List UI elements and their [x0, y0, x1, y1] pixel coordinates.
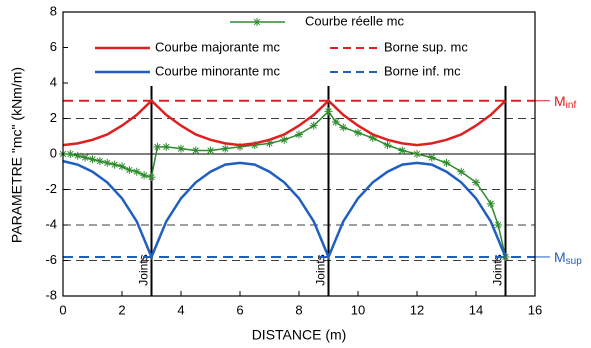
point-marker — [383, 141, 392, 150]
x-tick-label: 8 — [295, 302, 302, 317]
x-tick-label: 14 — [469, 302, 483, 317]
point-marker — [81, 153, 90, 162]
point-marker — [442, 158, 451, 167]
point-marker — [162, 142, 171, 151]
y-tick-label: -8 — [45, 287, 57, 302]
x-tick-label: 16 — [528, 302, 542, 317]
legend-marker — [253, 18, 261, 26]
series-line — [63, 110, 507, 258]
x-axis-title: DISTANCE (m) — [252, 327, 347, 343]
point-marker — [132, 167, 141, 176]
y-tick-label: -6 — [45, 252, 57, 267]
x-tick-label: 0 — [59, 302, 66, 317]
point-marker — [398, 146, 407, 155]
legend-label: Borne inf. mc — [384, 63, 461, 78]
point-marker — [339, 123, 348, 132]
joint-label: Joints — [137, 254, 151, 285]
point-marker — [236, 142, 244, 151]
x-tick-label: 4 — [177, 302, 184, 317]
y-tick-label: -4 — [45, 216, 57, 231]
point-marker — [206, 146, 215, 155]
joint-label: Joints — [491, 254, 505, 285]
y-tick-label: 6 — [50, 39, 57, 54]
legend-label: Courbe minorante mc — [155, 63, 280, 78]
point-marker — [368, 134, 377, 143]
point-marker — [73, 151, 82, 160]
y-tick-label: -2 — [45, 181, 57, 196]
point-marker — [354, 128, 362, 137]
point-marker — [486, 199, 495, 208]
x-tick-label: 2 — [118, 302, 125, 317]
point-marker — [472, 178, 480, 187]
point-marker — [265, 139, 274, 148]
reference-label: Minf — [554, 92, 576, 110]
point-marker — [88, 155, 97, 164]
point-marker — [95, 157, 104, 166]
y-tick-label: 8 — [50, 3, 57, 18]
point-marker — [457, 167, 466, 176]
series-line — [62, 159, 507, 261]
reference-label: Msup — [554, 249, 582, 267]
x-tick-label: 6 — [236, 302, 243, 317]
point-marker — [153, 142, 162, 151]
y-tick-label: 0 — [50, 145, 57, 160]
point-marker — [250, 141, 259, 150]
y-tick-label: 2 — [50, 110, 57, 125]
point-marker — [103, 158, 112, 167]
point-marker — [66, 150, 75, 158]
legend-label: Borne sup. mc — [384, 39, 468, 54]
y-axis-title: PARAMETRE "mc" (kNm/m) — [9, 67, 25, 243]
reference-label-sub: sup — [566, 256, 583, 267]
point-marker — [177, 144, 185, 153]
plot-frame — [62, 11, 536, 297]
point-marker — [110, 160, 119, 169]
point-marker — [413, 150, 421, 158]
reference-label-sub: inf — [566, 99, 577, 110]
point-marker — [125, 165, 134, 174]
legend-label: Courbe majorante mc — [155, 39, 280, 54]
y-tick-label: 4 — [50, 74, 57, 89]
point-marker — [221, 144, 230, 153]
point-marker — [331, 118, 340, 127]
point-marker — [147, 173, 156, 182]
legend-box — [85, 14, 515, 86]
reference-label-main: M — [554, 92, 566, 108]
x-tick-label: 12 — [410, 302, 424, 317]
series-line — [62, 99, 507, 147]
point-marker — [295, 130, 303, 139]
legend-label: Courbe réelle mc — [305, 13, 404, 28]
point-marker — [280, 135, 289, 144]
point-marker — [140, 171, 149, 180]
point-marker — [494, 221, 503, 229]
point-marker — [324, 107, 333, 116]
point-marker — [309, 121, 318, 130]
point-marker — [427, 153, 436, 162]
point-marker — [191, 146, 200, 155]
joint-label: Joints — [314, 254, 328, 285]
reference-label-main: M — [554, 249, 566, 265]
point-marker — [118, 162, 126, 171]
x-tick-label: 10 — [351, 302, 365, 317]
